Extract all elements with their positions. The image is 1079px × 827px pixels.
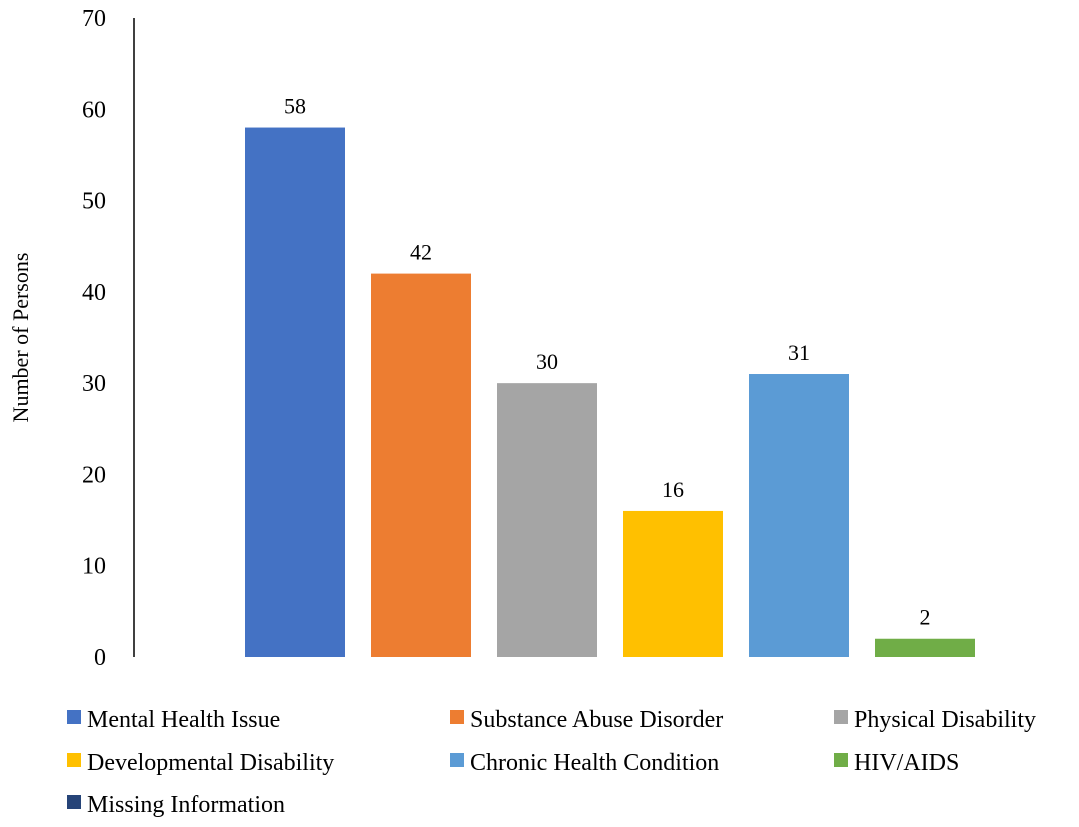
legend-swatch [67,710,81,724]
legend-label: Substance Abuse Disorder [470,707,723,733]
y-tick-label: 70 [82,6,106,32]
bar [749,374,849,657]
legend-swatch [67,795,81,809]
legend-swatch [450,710,464,724]
y-tick-label: 40 [82,280,106,306]
legend-item: Substance Abuse Disorder [450,707,723,733]
y-axis-ticks: 0 10 20 30 40 50 60 70 [82,6,106,671]
bar-data-label: 58 [284,94,306,119]
y-tick-label: 20 [82,462,106,488]
bar [245,127,345,658]
legend-item: Physical Disability [834,707,1036,733]
bar-data-label: 16 [662,477,684,502]
legend-item: Developmental Disability [67,750,334,776]
y-tick-label: 60 [82,97,106,123]
legend-label: Developmental Disability [87,750,334,776]
legend-item: HIV/AIDS [834,750,959,776]
bar [497,383,597,657]
bars-group [245,127,975,658]
legend-swatch [450,753,464,767]
legend-swatch [834,753,848,767]
legend: Mental Health Issue Substance Abuse Disor… [67,707,1036,818]
bar [623,510,723,657]
y-tick-label: 30 [82,371,106,397]
legend-item: Missing Information [67,792,285,818]
legend-label: HIV/AIDS [854,750,959,776]
y-tick-label: 50 [82,189,106,215]
bar [371,273,471,657]
bar-data-label: 42 [410,240,432,265]
legend-item: Chronic Health Condition [450,750,719,776]
y-tick-label: 10 [82,554,106,580]
legend-swatch [834,710,848,724]
legend-swatch [67,753,81,767]
legend-label: Chronic Health Condition [470,750,719,776]
y-tick-label: 0 [94,645,106,671]
legend-label: Missing Information [87,792,285,818]
bar-data-label: 31 [788,340,810,365]
legend-item: Mental Health Issue [67,707,280,733]
data-labels-group: 58 42 30 16 31 2 [284,94,931,630]
legend-label: Mental Health Issue [87,707,280,733]
y-axis-title: Number of Persons [8,253,33,423]
bar-data-label: 2 [920,605,931,630]
bar [875,638,975,657]
legend-label: Physical Disability [854,707,1036,733]
bar-data-label: 30 [536,349,558,374]
